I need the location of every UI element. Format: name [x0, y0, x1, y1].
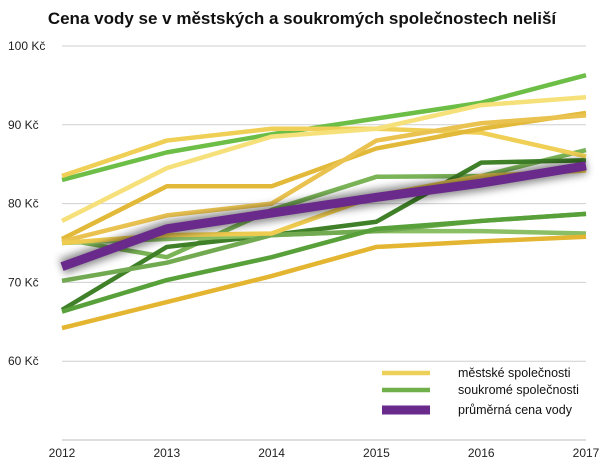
x-tick-label: 2012: [49, 446, 76, 460]
series-line-mestske: [60, 110, 587, 242]
series-line-mestske: [61, 113, 587, 244]
x-tick-label: 2016: [468, 446, 495, 460]
y-tick-label: 70 Kč: [8, 275, 39, 289]
y-tick-label: 100 Kč: [8, 39, 45, 53]
x-tick-label: 2015: [363, 446, 390, 460]
legend-label-mestske: městské společnosti: [458, 366, 571, 380]
y-tick-label: 60 Kč: [8, 354, 39, 368]
series-line-soukrome: [61, 147, 587, 260]
legend-label-prumer: průměrná cena vody: [458, 403, 573, 417]
x-tick-label: 2013: [153, 446, 180, 460]
legend-label-soukrome: soukromé společnosti: [458, 383, 579, 397]
series-line-prumer: [60, 161, 587, 271]
y-tick-label: 90 Kč: [8, 118, 39, 132]
chart-title: Cena vody se v městských a soukromých sp…: [47, 9, 557, 28]
x-tick-label: 2017: [573, 446, 600, 460]
series-line-soukrome: [61, 72, 587, 183]
series-line-mestske: [61, 126, 587, 179]
series-line-mestske: [60, 94, 587, 223]
series-line-mestske: [61, 234, 587, 331]
series-line-soukrome: [60, 158, 587, 312]
y-tick-label: 80 Kč: [8, 197, 39, 211]
series-line-soukrome: [61, 211, 587, 314]
x-tick-label: 2014: [258, 446, 285, 460]
